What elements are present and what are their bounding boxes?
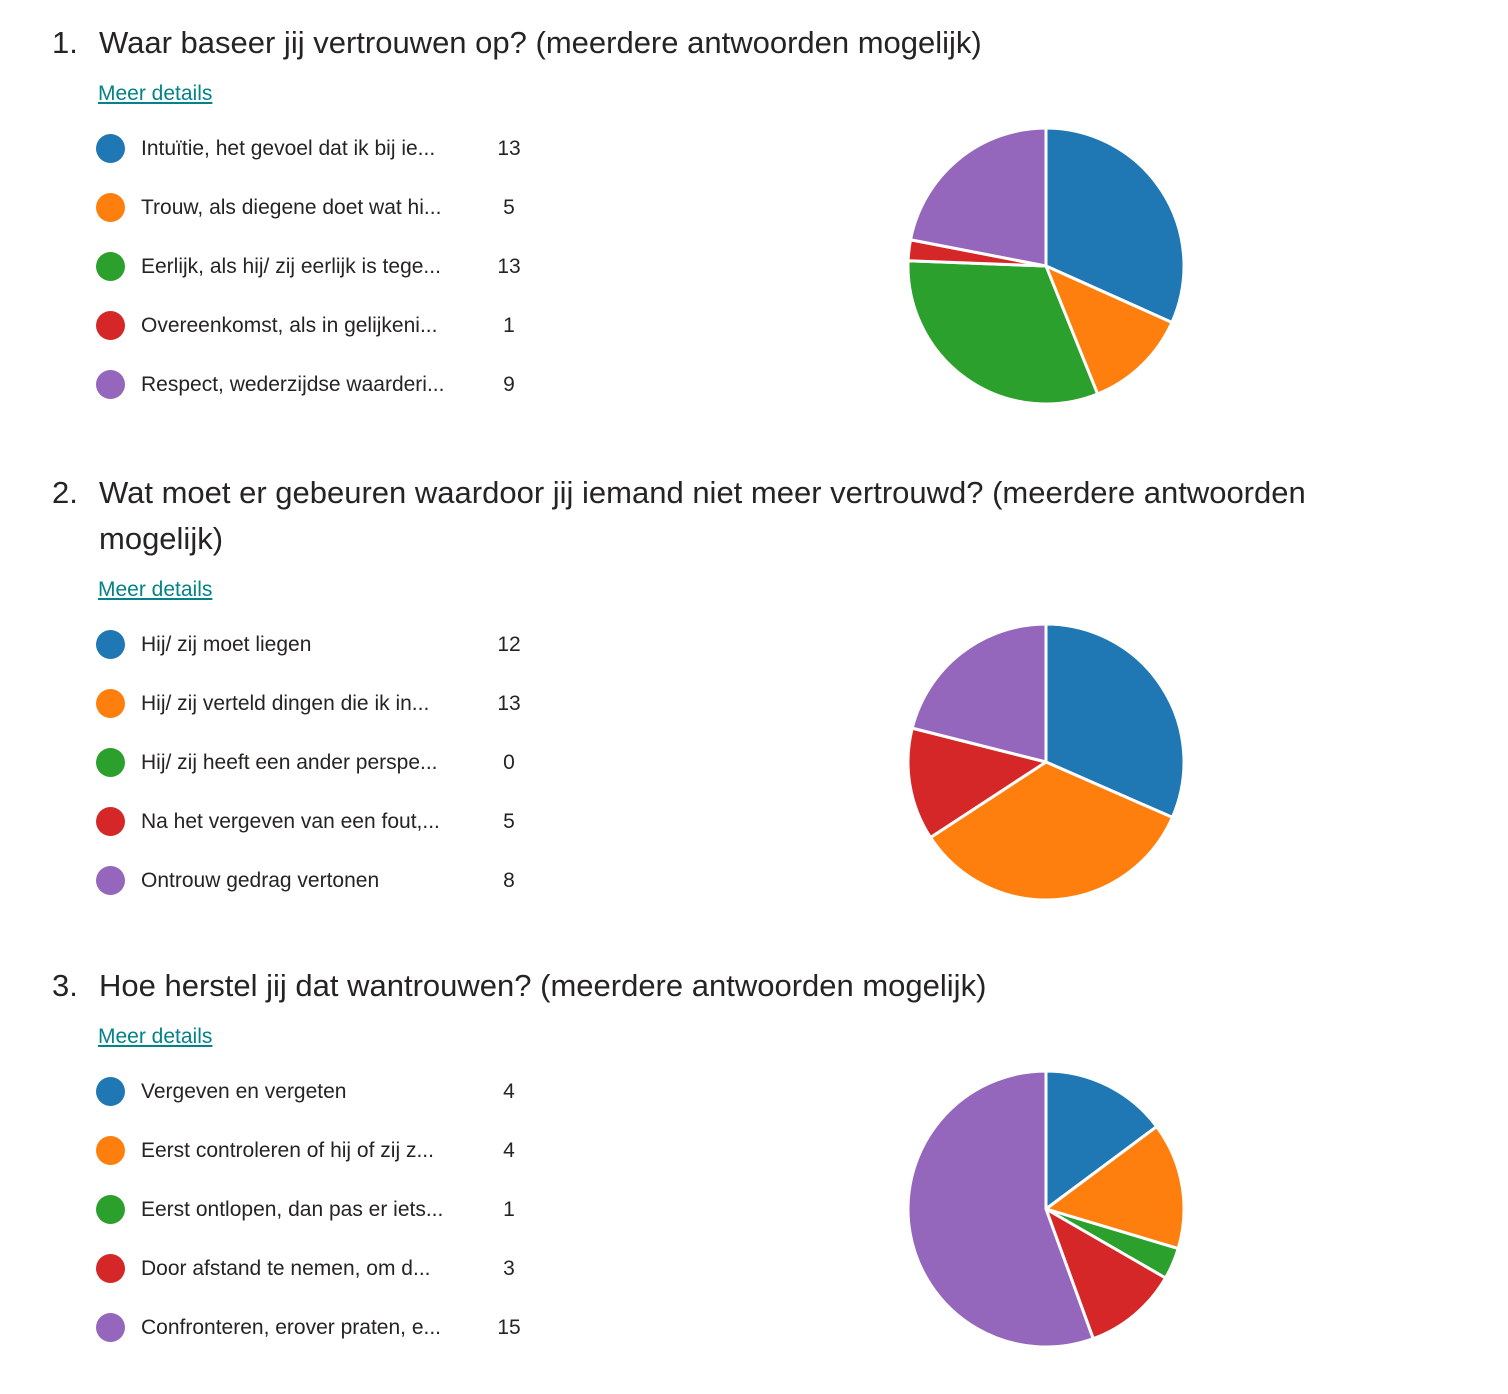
legend-dot-icon	[96, 1195, 125, 1224]
option-count: 4	[503, 1138, 515, 1162]
option-label: Intuïtie, het gevoel dat ik bij ie...	[141, 136, 436, 160]
option-count: 5	[503, 195, 515, 219]
question-text: Waar baseer jij vertrouwen op? (meerdere…	[99, 25, 982, 60]
question-number: 3.	[52, 968, 78, 1003]
pie-slice	[906, 1069, 1095, 1349]
option-count: 1	[503, 313, 515, 337]
legend-item: Hij/ zij verteld dingen die ik in... 13	[96, 674, 536, 733]
legend-item: Eerst ontlopen, dan pas er iets... 1	[96, 1180, 536, 1239]
legend-dot-icon	[96, 193, 125, 222]
pie-slice	[1044, 126, 1186, 324]
pie-slice	[1044, 622, 1186, 819]
legend-item: Eerst controleren of hij of zij z... 4	[96, 1121, 536, 1180]
legend-dot-icon	[96, 1254, 125, 1283]
legend-item: Ontrouw gedrag vertonen 8	[96, 851, 536, 910]
option-label: Respect, wederzijdse waarderi...	[141, 372, 445, 396]
legend-item: Intuïtie, het gevoel dat ik bij ie... 13	[96, 119, 536, 178]
legend: Vergeven en vergeten 4 Eerst controleren…	[96, 1062, 536, 1357]
pie-slice	[910, 622, 1048, 764]
option-label: Hij/ zij heeft een ander perspe...	[141, 750, 438, 774]
legend-dot-icon	[96, 370, 125, 399]
question-number: 2.	[52, 475, 78, 510]
option-count: 13	[497, 136, 521, 160]
legend-dot-icon	[96, 748, 125, 777]
option-label: Ontrouw gedrag vertonen	[141, 868, 380, 892]
question-text: Hoe herstel jij dat wantrouwen? (meerder…	[99, 968, 987, 1003]
legend: Hij/ zij moet liegen 12 Hij/ zij verteld…	[96, 615, 536, 910]
pie-slice	[1044, 1069, 1159, 1211]
legend-item: Door afstand te nemen, om d... 3	[96, 1239, 536, 1298]
question-title: 2. Wat moet er gebeuren waardoor jij iem…	[52, 470, 1412, 562]
option-count: 12	[497, 632, 521, 656]
option-count: 3	[503, 1256, 515, 1280]
question-number: 1.	[52, 25, 78, 60]
pie-slice	[906, 726, 1048, 839]
option-count: 13	[497, 254, 521, 278]
pie-chart	[906, 622, 1186, 902]
pie-slice	[909, 126, 1048, 268]
option-label: Eerst ontlopen, dan pas er iets...	[141, 1197, 444, 1221]
pie-slice	[928, 760, 1174, 902]
option-label: Vergeven en vergeten	[141, 1079, 347, 1103]
legend-item: Confronteren, erover praten, e... 15	[96, 1298, 536, 1357]
pie-chart	[906, 1069, 1186, 1349]
legend-dot-icon	[96, 1136, 125, 1165]
legend-item: Na het vergeven van een fout,... 5	[96, 792, 536, 851]
option-count: 1	[503, 1197, 515, 1221]
legend-dot-icon	[96, 252, 125, 281]
question-title: 3. Hoe herstel jij dat wantrouwen? (meer…	[52, 963, 1412, 1009]
more-details-link[interactable]: Meer details	[98, 578, 213, 601]
option-label: Hij/ zij moet liegen	[141, 632, 312, 656]
option-count: 13	[497, 691, 521, 715]
legend: Intuïtie, het gevoel dat ik bij ie... 13…	[96, 119, 536, 414]
option-count: 0	[503, 750, 515, 774]
option-label: Na het vergeven van een fout,...	[141, 809, 440, 833]
pie-slice	[906, 259, 1100, 406]
legend-item: Hij/ zij moet liegen 12	[96, 615, 536, 674]
option-label: Overeenkomst, als in gelijkeni...	[141, 313, 438, 337]
legend-item: Respect, wederzijdse waarderi... 9	[96, 355, 536, 414]
option-label: Eerst controleren of hij of zij z...	[141, 1138, 434, 1162]
pie-slice	[1044, 264, 1174, 396]
option-count: 4	[503, 1079, 515, 1103]
legend-item: Eerlijk, als hij/ zij eerlijk is tege...…	[96, 237, 536, 296]
question-title: 1. Waar baseer jij vertrouwen op? (meerd…	[52, 20, 1412, 66]
option-label: Hij/ zij verteld dingen die ik in...	[141, 691, 430, 715]
more-details-link[interactable]: Meer details	[98, 1025, 213, 1048]
legend-item: Hij/ zij heeft een ander perspe... 0	[96, 733, 536, 792]
option-label: Door afstand te nemen, om d...	[141, 1256, 431, 1280]
legend-dot-icon	[96, 1077, 125, 1106]
option-label: Eerlijk, als hij/ zij eerlijk is tege...	[141, 254, 441, 278]
legend-dot-icon	[96, 689, 125, 718]
option-label: Trouw, als diegene doet wat hi...	[141, 195, 442, 219]
option-count: 9	[503, 372, 515, 396]
legend-item: Overeenkomst, als in gelijkeni... 1	[96, 296, 536, 355]
question-text: Wat moet er gebeuren waardoor jij iemand…	[99, 475, 1306, 556]
option-label: Confronteren, erover praten, e...	[141, 1315, 441, 1339]
pie-chart	[906, 126, 1186, 406]
legend-dot-icon	[96, 866, 125, 895]
more-details-link[interactable]: Meer details	[98, 82, 213, 105]
legend-item: Trouw, als diegene doet wat hi... 5	[96, 178, 536, 237]
legend-dot-icon	[96, 807, 125, 836]
pie-slice	[1044, 1207, 1168, 1341]
option-count: 8	[503, 868, 515, 892]
legend-item: Vergeven en vergeten 4	[96, 1062, 536, 1121]
legend-dot-icon	[96, 311, 125, 340]
option-count: 5	[503, 809, 515, 833]
legend-dot-icon	[96, 1313, 125, 1342]
legend-dot-icon	[96, 630, 125, 659]
legend-dot-icon	[96, 134, 125, 163]
option-count: 15	[497, 1315, 521, 1339]
